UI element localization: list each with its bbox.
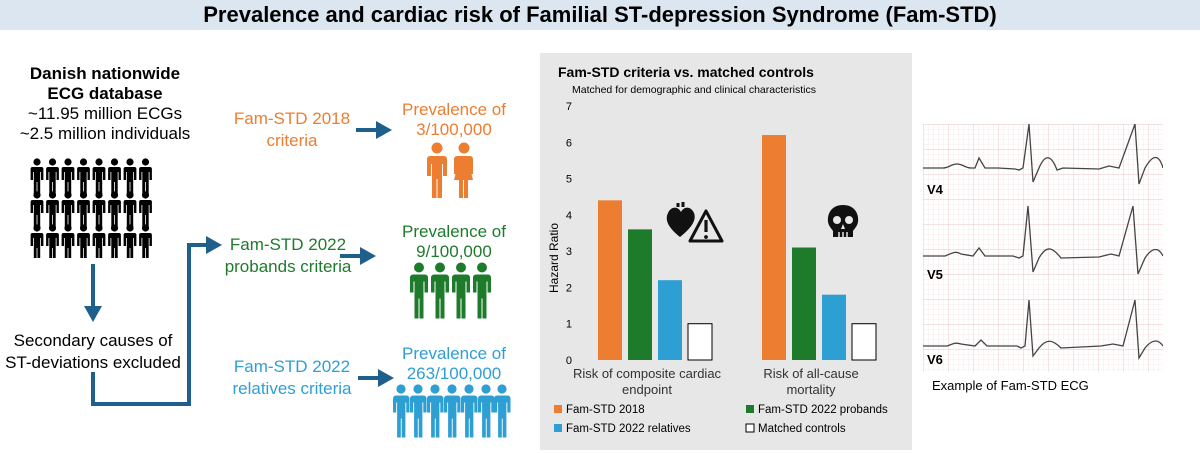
prevalence-probands-value: 9/100,000 [416, 242, 492, 261]
hazard-ratio-chart: Fam-STD criteria vs. matched controls Ma… [547, 64, 888, 435]
criteria-2018-line2: criteria [266, 131, 318, 150]
legend-swatch [554, 405, 562, 413]
people-icon-probands [410, 262, 491, 319]
ecg-caption: Example of Fam-STD ECG [932, 378, 1089, 393]
ecg-lead-v5: V5 [927, 267, 943, 282]
y-tick-label: 7 [566, 101, 572, 113]
criteria-relatives-line2: relatives criteria [232, 379, 352, 398]
prevalence-relatives-label: Prevalence of [402, 344, 506, 363]
prevalence-relatives: Prevalence of 263/100,000 [384, 344, 524, 384]
bar-fam-std-2022-relatives-2 [822, 294, 846, 360]
arrow-probands-head [360, 247, 376, 265]
chart-ylabel: Hazard Ratio [547, 223, 561, 293]
criteria-probands-line2: probands criteria [224, 257, 352, 276]
ecg-lead-v6: V6 [927, 352, 943, 367]
prevalence-relatives-value: 263/100,000 [406, 364, 502, 383]
people-icon-2018 [427, 142, 473, 198]
y-tick-label: 5 [566, 174, 572, 186]
legend-label: Fam-STD 2022 probands [758, 404, 888, 416]
x-category-label: Risk of all-cause [763, 366, 858, 381]
database-title-line1: Danish nationwide [29, 64, 181, 83]
x-category-label: Risk of composite cardiac [573, 366, 722, 381]
ecg-trace-v5 [923, 205, 1163, 275]
legend-label: Matched controls [758, 423, 846, 435]
exclusion-line1: Secondary causes of [13, 331, 173, 350]
people-icon-relatives [393, 384, 511, 438]
bar-matched-controls-2 [851, 323, 877, 361]
ecg-strip: V4 V5 V6 [923, 124, 1163, 372]
title-bar [0, 0, 1200, 30]
criteria-2018-line1: Fam-STD 2018 [233, 109, 351, 128]
database-title-line2: ECG database [47, 84, 163, 103]
legend-swatch [554, 424, 562, 432]
criteria-relatives-line1: Fam-STD 2022 [233, 357, 351, 376]
prevalence-probands: Prevalence of 9/100,000 [384, 222, 524, 262]
bar-fam-std-2022-relatives-1 [658, 280, 682, 360]
criteria-2018: Fam-STD 2018 criteria [222, 108, 362, 152]
criteria-probands-line1: Fam-STD 2022 [229, 235, 347, 254]
ecg-trace-v6 [923, 299, 1163, 361]
arrow-flow-line [91, 243, 208, 406]
prevalence-2018: Prevalence of 3/100,000 [384, 100, 524, 140]
chart-title: Fam-STD criteria vs. matched controls [558, 64, 814, 80]
y-tick-label: 4 [566, 210, 572, 222]
x-category-label: mortality [786, 382, 836, 397]
flow-arrows [84, 121, 394, 406]
y-tick-label: 1 [566, 319, 572, 331]
prevalence-probands-label: Prevalence of [402, 222, 506, 241]
arrow-2018-head [376, 121, 392, 139]
prevalence-2018-label: Prevalence of [402, 100, 506, 119]
arrow-relatives-head [378, 369, 394, 387]
skull-icon [827, 205, 859, 237]
bar-matched-controls-1 [687, 323, 713, 361]
exclusion-text: Secondary causes of ST-deviations exclud… [0, 330, 186, 374]
criteria-relatives: Fam-STD 2022 relatives criteria [222, 356, 362, 400]
arrow-right-head [206, 236, 222, 254]
database-individuals: ~2.5 million individuals [19, 124, 191, 143]
legend-label: Fam-STD 2022 relatives [566, 423, 691, 435]
y-tick-label: 3 [566, 246, 572, 258]
ecg-trace-v4 [923, 124, 1163, 185]
x-category-label: endpoint [622, 382, 672, 397]
bar-fam-std-2018-1 [598, 200, 622, 360]
y-tick-label: 6 [566, 137, 572, 149]
database-ecgs: ~11.95 million ECGs [27, 104, 183, 123]
chart-subtitle: Matched for demographic and clinical cha… [572, 84, 816, 96]
bar-fam-std-2022-probands-2 [792, 247, 816, 360]
criteria-probands: Fam-STD 2022 probands criteria [218, 234, 358, 278]
legend-swatch [746, 405, 754, 413]
prevalence-2018-value: 3/100,000 [416, 120, 492, 139]
page-title: Prevalence and cardiac risk of Familial … [203, 2, 997, 27]
y-tick-label: 0 [566, 355, 572, 367]
legend-label: Fam-STD 2018 [566, 404, 645, 416]
bar-fam-std-2022-probands-1 [628, 229, 652, 360]
y-tick-label: 2 [566, 282, 572, 294]
arrow-down-head [84, 306, 102, 322]
ecg-lead-v4: V4 [927, 182, 944, 197]
heart-warning-icon [666, 202, 724, 243]
database-title: Danish nationwide ECG database [10, 64, 200, 104]
bar-fam-std-2018-2 [762, 135, 786, 360]
exclusion-line2: ST-deviations excluded [5, 353, 181, 372]
legend-swatch [745, 423, 755, 433]
